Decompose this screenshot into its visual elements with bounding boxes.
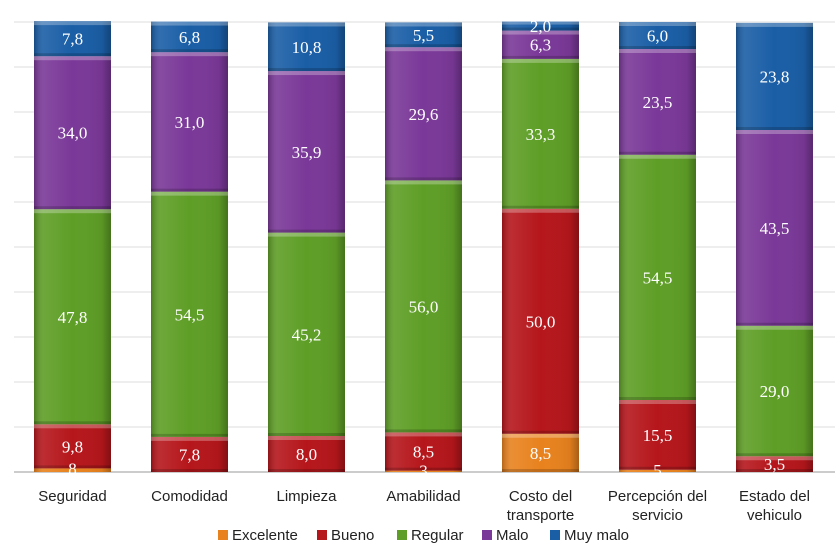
data-label: 54,5 — [175, 305, 205, 324]
legend: Excelente Bueno Regular Malo Muy malo — [218, 527, 629, 544]
data-label: 23,8 — [760, 67, 790, 86]
bar-segment-malo — [385, 47, 462, 181]
bar-segment-excelente — [34, 468, 111, 472]
category-label: servicio — [632, 507, 683, 524]
data-label: 6,3 — [530, 36, 551, 55]
data-label: 7,8 — [62, 30, 83, 49]
bar-segment-regular — [619, 154, 696, 400]
bar-segment-regular — [151, 191, 228, 437]
bar-segment-muy-malo — [151, 21, 228, 53]
data-label: 35,9 — [292, 143, 322, 162]
data-label: 50,0 — [526, 312, 556, 331]
data-label: 45,2 — [292, 325, 322, 344]
data-label: 29,6 — [409, 105, 439, 124]
bars — [34, 21, 813, 472]
legend-swatch — [218, 530, 228, 540]
bar-segment-malo — [502, 30, 579, 59]
bar-segment-malo — [619, 49, 696, 155]
bar-segment-bueno — [385, 432, 462, 471]
category-label: Amabilidad — [386, 488, 460, 505]
data-label: 23,5 — [643, 93, 673, 112]
bar-segment-malo — [268, 71, 345, 233]
category-labels: Seguridad Comodidad Limpieza Amabilidad Cost… — [38, 488, 810, 524]
bar-segment-excelente — [619, 469, 696, 472]
category-label: vehiculo — [747, 507, 802, 524]
legend-label: Muy malo — [564, 527, 629, 544]
bar-segment-bueno — [502, 208, 579, 434]
bar-segment-bueno — [619, 400, 696, 470]
legend-swatch — [550, 530, 560, 540]
data-label: 31,0 — [175, 113, 205, 132]
data-label: 8,0 — [296, 445, 317, 464]
bar-segment-regular — [385, 180, 462, 433]
data-label: 6,8 — [179, 28, 200, 47]
bar-segment-bueno — [268, 436, 345, 472]
data-label: 6,0 — [647, 27, 668, 46]
legend-item-bueno: Bueno — [317, 527, 374, 544]
data-label: 5,5 — [413, 26, 434, 45]
data-label: 8,5 — [413, 443, 434, 462]
data-label: 9,8 — [62, 437, 83, 456]
legend-label: Excelente — [232, 527, 298, 544]
bar-segment-muy-malo — [502, 21, 579, 31]
data-label: 29,0 — [760, 382, 790, 401]
data-label: 54,5 — [643, 268, 673, 287]
data-label: 47,8 — [58, 308, 88, 327]
legend-label: Malo — [496, 527, 529, 544]
legend-item-muy-malo: Muy malo — [550, 527, 629, 544]
data-label: 43,5 — [760, 219, 790, 238]
bar-segment-malo — [34, 56, 111, 210]
category-label: Limpieza — [276, 488, 337, 505]
category-label: Seguridad — [38, 488, 106, 505]
category-label: Estado del — [739, 488, 810, 505]
bar-segment-regular — [34, 209, 111, 425]
category-label: Percepción del — [608, 488, 707, 505]
bar-segment-bueno — [151, 436, 228, 472]
legend-swatch — [397, 530, 407, 540]
bar-segment-regular — [268, 232, 345, 436]
bar-segment-excelente — [502, 433, 579, 472]
bar-segment-muy-malo — [385, 22, 462, 48]
data-label: 7,8 — [179, 445, 200, 464]
legend-label: Bueno — [331, 527, 374, 544]
legend-swatch — [317, 530, 327, 540]
data-label: 3,5 — [764, 455, 785, 474]
legend-item-malo: Malo — [482, 527, 529, 544]
data-label: 8 — [68, 459, 77, 478]
bar-segment-bueno — [34, 424, 111, 469]
data-label: 15,5 — [643, 426, 673, 445]
category-label: transporte — [507, 507, 575, 524]
bar-segment-muy-malo — [34, 21, 111, 57]
legend-label: Regular — [411, 527, 464, 544]
data-label: 2,0 — [530, 17, 551, 36]
legend-item-excelente: Excelente — [218, 527, 298, 544]
bar-segment-bueno — [736, 456, 813, 472]
data-label: 56,0 — [409, 297, 439, 316]
data-label: 5 — [653, 461, 662, 480]
category-label: Costo del — [509, 488, 572, 505]
bar-segment-muy-malo — [736, 22, 813, 130]
bar-segment-regular — [736, 325, 813, 457]
legend-swatch — [482, 530, 492, 540]
category-label: Comodidad — [151, 488, 228, 505]
bar-segment-malo — [151, 52, 228, 192]
bar-segment-regular — [502, 58, 579, 209]
data-label: 8,5 — [530, 444, 551, 463]
data-label: 34,0 — [58, 124, 88, 143]
bar-segment-excelente — [385, 470, 462, 472]
data-label: 33,3 — [526, 125, 556, 144]
data-labels: 8 9,8 47,8 34,0 7,8 7,8 54,5 31,0 6,8 8,0 45,2 35,9… — [58, 17, 790, 481]
data-label: 3 — [419, 462, 428, 481]
bar-segment-malo — [736, 130, 813, 326]
data-label: 10,8 — [292, 38, 322, 57]
bar-segment-muy-malo — [268, 22, 345, 72]
bar-segment-muy-malo — [619, 22, 696, 49]
legend-item-regular: Regular — [397, 527, 464, 544]
